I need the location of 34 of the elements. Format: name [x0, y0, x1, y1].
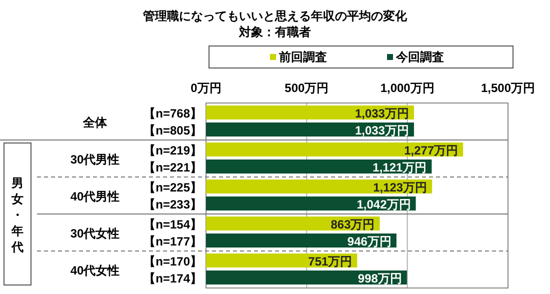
- category: 40代男性: [70, 190, 120, 204]
- data-label: 1,277万円: [404, 144, 458, 158]
- annotation: 【n=177】: [144, 234, 202, 248]
- xtick: 1,500万円: [480, 81, 536, 95]
- annotation: 【n=233】: [144, 198, 202, 212]
- data-label: 1,121万円: [372, 160, 427, 174]
- annotation: 【n=174】: [144, 272, 202, 286]
- category: 全体: [83, 116, 107, 130]
- annotation: 男女・年代: [4, 142, 32, 286]
- legend-label: 今回調査: [395, 50, 444, 64]
- data-label: 1,042万円: [356, 198, 411, 212]
- annotation: 【n=170】: [144, 254, 202, 268]
- category: 40代女性: [70, 264, 120, 278]
- annotation: 【n=221】: [144, 160, 202, 174]
- annotation: 【n=805】: [144, 124, 202, 138]
- annotation: 【n=154】: [144, 218, 202, 232]
- data-label: 863万円: [330, 218, 375, 232]
- annotation: 【n=768】: [144, 106, 202, 120]
- subtitle: 対象：有職者: [239, 25, 311, 39]
- xtick: 500万円: [284, 81, 329, 95]
- data-label: 1,123万円: [373, 180, 428, 194]
- category: 30代男性: [70, 152, 120, 166]
- data-label: 751万円: [308, 254, 352, 268]
- data-label: 1,033万円: [354, 106, 409, 120]
- xtick: 0万円: [190, 81, 222, 95]
- data-label: 946万円: [347, 234, 392, 248]
- category: 30代女性: [70, 226, 120, 240]
- legend-label: 前回調査: [278, 50, 327, 64]
- data-label: 1,033万円: [354, 124, 409, 138]
- annotation: 【n=219】: [144, 144, 202, 158]
- annotation: 【n=225】: [144, 180, 202, 194]
- xtick: 1,000万円: [380, 81, 434, 95]
- data-label: 998万円: [358, 272, 402, 286]
- title: 管理職になってもいいと思える年収の平均の変化: [143, 9, 407, 23]
